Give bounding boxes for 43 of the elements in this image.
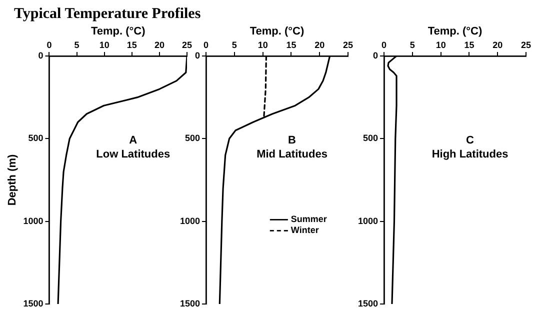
annotation: C xyxy=(466,134,474,146)
x-tick-label: 10 xyxy=(436,40,446,50)
y-tick-label: 1500 xyxy=(180,298,200,308)
x-tick-label: 0 xyxy=(46,40,52,50)
y-tick-label: 0 xyxy=(38,50,44,60)
legend-label: Summer xyxy=(290,214,328,224)
annotation: High Latitudes xyxy=(432,148,508,160)
x-tick-label: 20 xyxy=(492,40,503,50)
x-tick-label: 25 xyxy=(342,40,354,50)
legend-label: Winter xyxy=(290,225,320,236)
y-tick-label: 0 xyxy=(195,50,200,60)
x-tick-label: 25 xyxy=(520,40,532,50)
x-tick-label: 5 xyxy=(232,40,237,50)
x-axis-title: Temp. (°C) xyxy=(90,26,146,38)
y-tick-label: 500 xyxy=(28,133,44,144)
x-tick-label: 10 xyxy=(258,40,268,50)
annotation: Low Latitudes xyxy=(96,148,170,160)
x-tick-label: 25 xyxy=(182,40,192,50)
y-tick-label: 500 xyxy=(184,133,200,144)
y-tick-label: 500 xyxy=(362,133,378,144)
x-tick-label: 0 xyxy=(382,40,387,50)
y-tick-label: 1000 xyxy=(358,216,378,226)
y-tick-label: 1500 xyxy=(23,298,44,308)
x-tick-label: 5 xyxy=(74,40,80,50)
annotation: B xyxy=(288,134,296,146)
y-tick-label: 1000 xyxy=(180,216,200,226)
x-tick-label: 0 xyxy=(204,40,209,50)
chart-title: Typical Temperature Profiles xyxy=(14,6,201,23)
annotation: A xyxy=(129,134,138,146)
x-axis-title: Temp. (°C) xyxy=(250,26,304,38)
x-tick-label: 10 xyxy=(99,40,110,50)
x-tick-label: 15 xyxy=(464,40,474,50)
x-tick-label: 15 xyxy=(286,40,296,50)
y-tick-label: 1500 xyxy=(358,298,378,308)
x-tick-label: 20 xyxy=(314,40,325,50)
x-tick-label: 15 xyxy=(126,40,137,50)
y-axis-title: Depth (m) xyxy=(6,154,19,206)
x-tick-label: 20 xyxy=(154,40,164,50)
annotation: Mid Latitudes xyxy=(256,148,328,160)
y-tick-label: 0 xyxy=(373,50,378,60)
y-tick-label: 1000 xyxy=(23,216,44,226)
x-tick-label: 5 xyxy=(410,40,415,50)
x-axis-title: Temp. (°C) xyxy=(428,26,482,38)
